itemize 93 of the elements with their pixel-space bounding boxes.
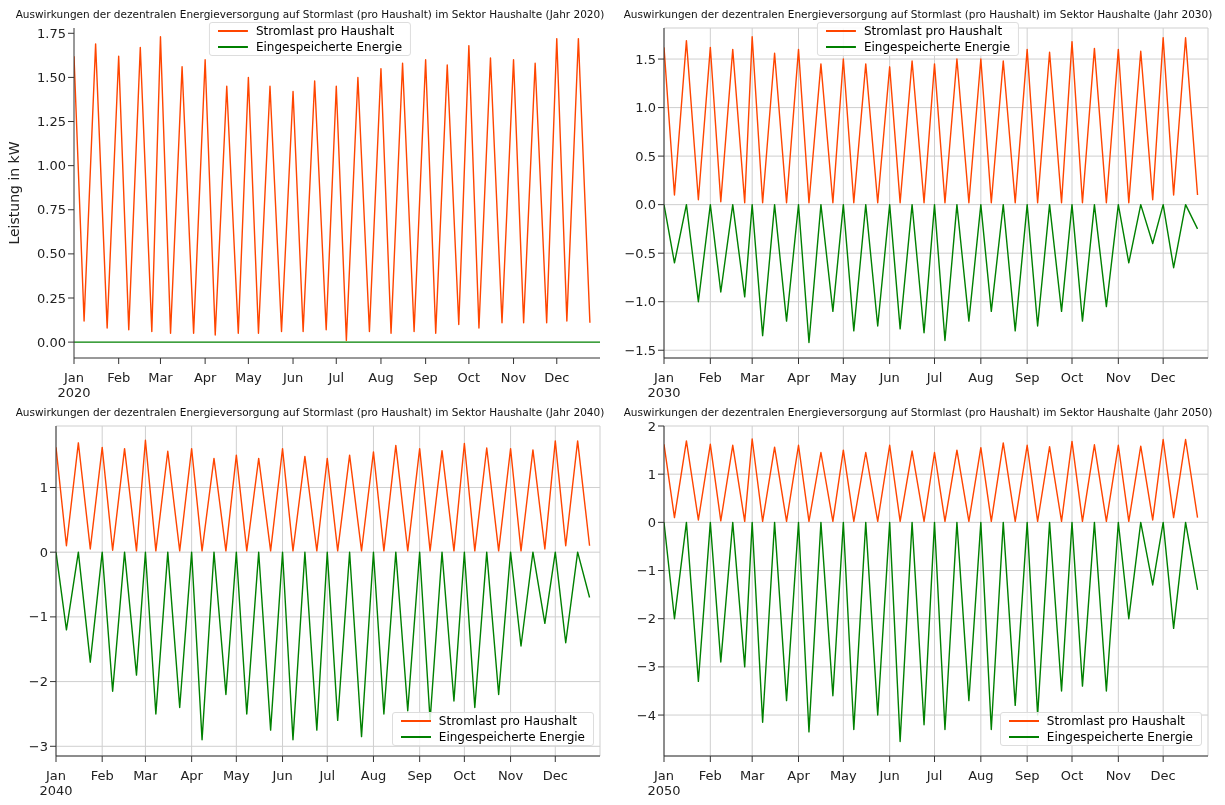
y-tick-label: 0.75 <box>37 202 66 218</box>
line-series <box>56 439 591 552</box>
x-tick-label: Jul <box>925 369 943 385</box>
y-tick-label: −2 <box>28 674 48 690</box>
x-tick-label: May <box>829 369 858 385</box>
x-tick-label: Feb <box>698 767 722 783</box>
x-tick-label: Mar <box>148 369 174 385</box>
legend-label: Eingespeicherte Energie <box>863 39 1011 55</box>
x-tick-label: Nov <box>1105 369 1132 385</box>
x-tick-label: Nov <box>497 767 524 783</box>
x-tick-label: Dec <box>1150 767 1176 783</box>
y-tick-label: 1 <box>647 466 656 482</box>
x-tick-label: Oct <box>457 369 481 385</box>
x-tick-label: Aug <box>968 767 994 783</box>
legend-label: Stromlast pro Haushalt <box>863 23 1003 39</box>
y-tick-label: −1.5 <box>624 342 656 358</box>
x-tick-label: Mar <box>739 767 766 783</box>
legend-label: Stromlast pro Haushalt <box>438 713 578 729</box>
x-tick-label: Jul <box>925 767 943 783</box>
line-series <box>664 36 1199 204</box>
x-tick-label: Jan 2040 <box>39 767 73 798</box>
x-tick-label: Apr <box>193 369 218 385</box>
legend-label: Eingespeicherte Energie <box>255 39 403 55</box>
chart-title: Auswirkungen der dezentralen Energieversorgung auf Stormlast (pro Haushalt) im Sektor Haushalte (Jahr 2020) <box>14 8 606 22</box>
y-tick-label: −0.5 <box>624 245 656 261</box>
x-tick-label: May <box>222 767 251 783</box>
y-tick-label: −2 <box>636 611 656 627</box>
x-tick-label: Jul <box>327 369 345 385</box>
x-tick-label: Jun <box>878 369 900 385</box>
x-tick-label: Jun <box>878 767 900 783</box>
y-tick-label: −1 <box>636 563 656 579</box>
y-tick-label: 1.25 <box>37 114 66 130</box>
x-tick-label: May <box>234 369 263 385</box>
x-tick-label: Sep <box>1014 767 1040 783</box>
x-tick-label: Sep <box>413 369 438 385</box>
x-tick-label: Dec <box>544 369 570 385</box>
x-tick-label: Jan 2050 <box>647 767 681 798</box>
y-tick-label: 0.5 <box>635 148 656 164</box>
legend-label: Stromlast pro Haushalt <box>255 23 395 39</box>
x-tick-label: Nov <box>500 369 527 385</box>
y-axis-title: Leistung in kW <box>5 141 22 245</box>
y-tick-label: 0.00 <box>37 334 66 350</box>
x-tick-label: Dec <box>1150 369 1176 385</box>
y-tick-label: −4 <box>636 707 656 723</box>
x-tick-label: Jun <box>271 767 293 783</box>
x-tick-label: Jul <box>318 767 336 783</box>
x-tick-label: Jun <box>281 369 304 385</box>
y-tick-label: −3 <box>28 738 48 754</box>
x-tick-label: Dec <box>542 767 568 783</box>
legend-label: Eingespeicherte Energie <box>438 729 585 745</box>
legend-label: Eingespeicherte Energie <box>1046 729 1193 745</box>
line-series <box>664 203 1199 344</box>
chart-title: Auswirkungen der dezentralen Energieversorgung auf Stormlast (pro Haushalt) im Sektor Haushalte (Jahr 2050) <box>623 406 1213 418</box>
x-tick-label: Jan 2030 <box>647 369 681 400</box>
x-tick-label: Mar <box>739 369 766 385</box>
x-tick-label: May <box>829 767 858 783</box>
x-tick-label: Feb <box>107 369 131 385</box>
x-tick-label: Sep <box>407 767 432 783</box>
line-series <box>664 521 1199 743</box>
line-series <box>664 438 1199 523</box>
x-tick-label: Nov <box>1105 767 1132 783</box>
y-tick-label: 1 <box>39 480 48 496</box>
y-tick-label: 1.0 <box>635 100 656 116</box>
legend-label: Stromlast pro Haushalt <box>1046 713 1186 729</box>
x-tick-label: Aug <box>360 767 387 783</box>
x-tick-label: Aug <box>368 369 394 385</box>
y-tick-label: 1.5 <box>635 51 656 67</box>
x-tick-label: Feb <box>698 369 722 385</box>
y-tick-label: 0 <box>39 544 48 560</box>
x-tick-label: Mar <box>133 767 159 783</box>
y-tick-label: 0 <box>647 514 656 530</box>
y-tick-label: −1 <box>28 609 48 625</box>
y-tick-label: 0.0 <box>635 197 656 213</box>
chart-title: Auswirkungen der dezentralen Energieversorgung auf Stormlast (pro Haushalt) im Sektor Haushalte (Jahr 2030) <box>622 8 1214 22</box>
x-tick-label: Oct <box>1060 767 1084 783</box>
y-tick-label: 1.75 <box>37 25 66 41</box>
x-tick-label: Aug <box>968 369 994 385</box>
y-tick-label: 0.50 <box>37 246 66 262</box>
x-tick-label: Sep <box>1014 369 1040 385</box>
x-tick-label: Oct <box>1060 369 1084 385</box>
x-tick-label: Oct <box>453 767 476 783</box>
y-tick-label: 1.50 <box>37 69 66 85</box>
x-tick-label: Apr <box>180 767 204 783</box>
y-tick-label: −1.0 <box>624 294 656 310</box>
y-tick-label: −3 <box>636 659 656 675</box>
y-tick-label: 1.00 <box>37 158 66 174</box>
x-tick-label: Apr <box>787 369 811 385</box>
x-tick-label: Apr <box>787 767 811 783</box>
x-tick-label: Feb <box>90 767 114 783</box>
chart-title: Auswirkungen der dezentralen Energieversorgung auf Stormlast (pro Haushalt) im Sektor Haushalte (Jahr 2040) <box>14 406 606 420</box>
y-tick-label: 0.25 <box>37 290 66 306</box>
line-series <box>74 36 591 342</box>
x-tick-label: Jan 2020 <box>57 369 91 400</box>
